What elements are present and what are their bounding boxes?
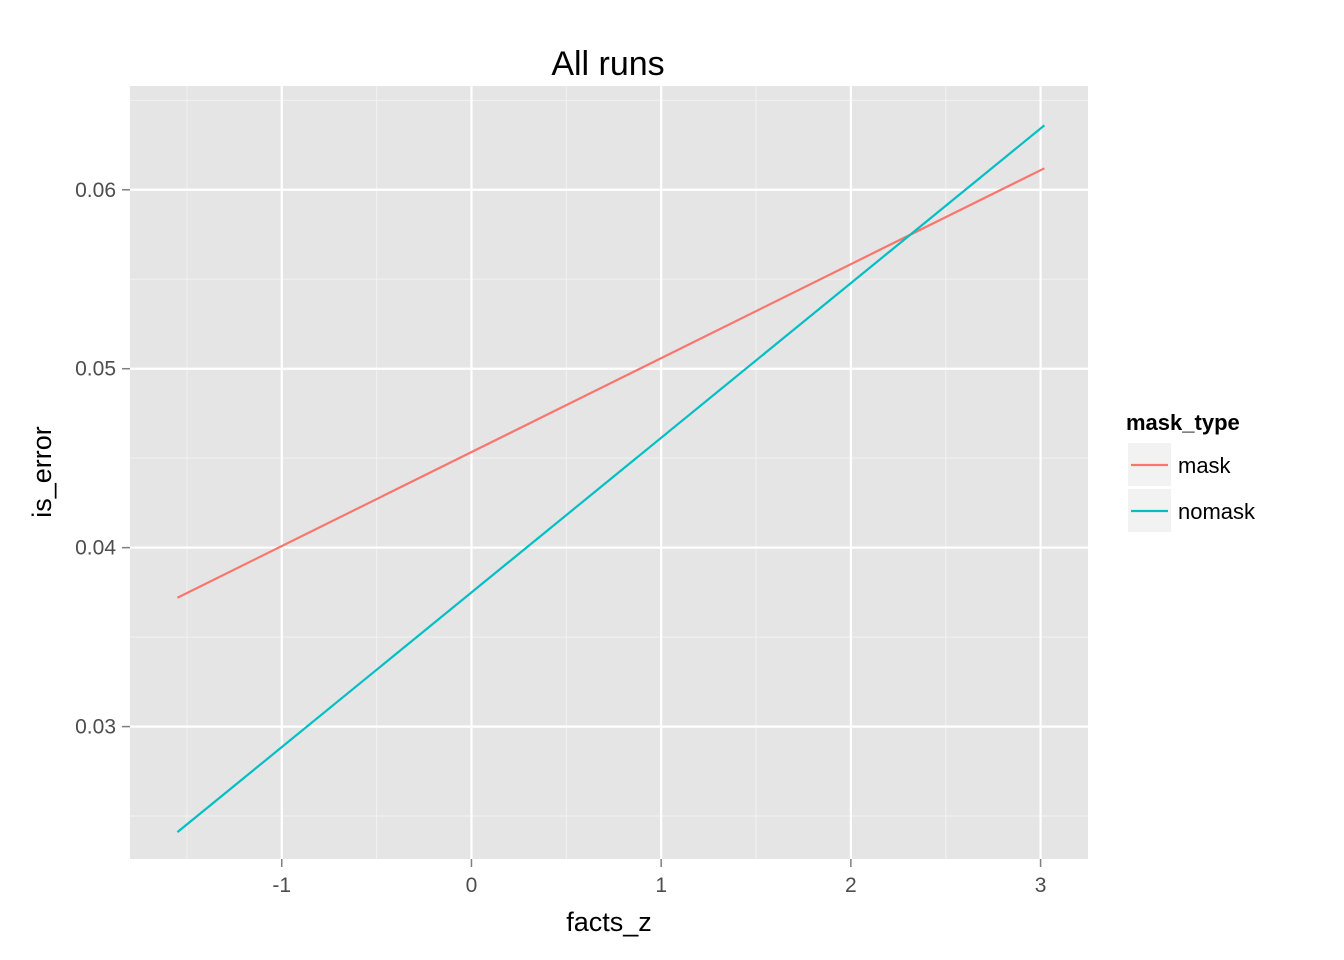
chart-title: All runs — [551, 45, 664, 83]
legend-title: mask_type — [1126, 410, 1240, 435]
y-tick-label: 0.03 — [75, 716, 116, 739]
x-tick-label: 0 — [466, 874, 478, 897]
y-tick-label: 0.04 — [75, 537, 116, 560]
grid-major — [130, 86, 1088, 859]
plot-panel — [130, 86, 1088, 859]
legend-items: mask nomask — [1128, 443, 1256, 532]
series-line-mask — [176, 167, 1045, 599]
x-tick-label: 3 — [1035, 874, 1047, 897]
legend: mask_type mask nomask — [1126, 410, 1256, 532]
series-lines — [176, 124, 1046, 834]
x-tick-label: -1 — [272, 874, 291, 897]
x-axis-label: facts_z — [566, 907, 652, 937]
x-axis-ticks: -1 0 1 2 3 — [272, 859, 1046, 897]
grid-minor — [130, 86, 1088, 859]
y-axis-label: is_error — [27, 426, 57, 518]
y-tick-label: 0.06 — [75, 179, 116, 202]
legend-label-mask: mask — [1178, 453, 1232, 478]
series-line-nomask — [176, 124, 1046, 834]
x-tick-label: 2 — [845, 874, 857, 897]
x-tick-label: 1 — [655, 874, 667, 897]
y-tick-label: 0.05 — [75, 358, 116, 381]
y-axis-ticks: 0.03 0.04 0.05 0.06 — [75, 179, 130, 739]
legend-label-nomask: nomask — [1178, 499, 1256, 524]
